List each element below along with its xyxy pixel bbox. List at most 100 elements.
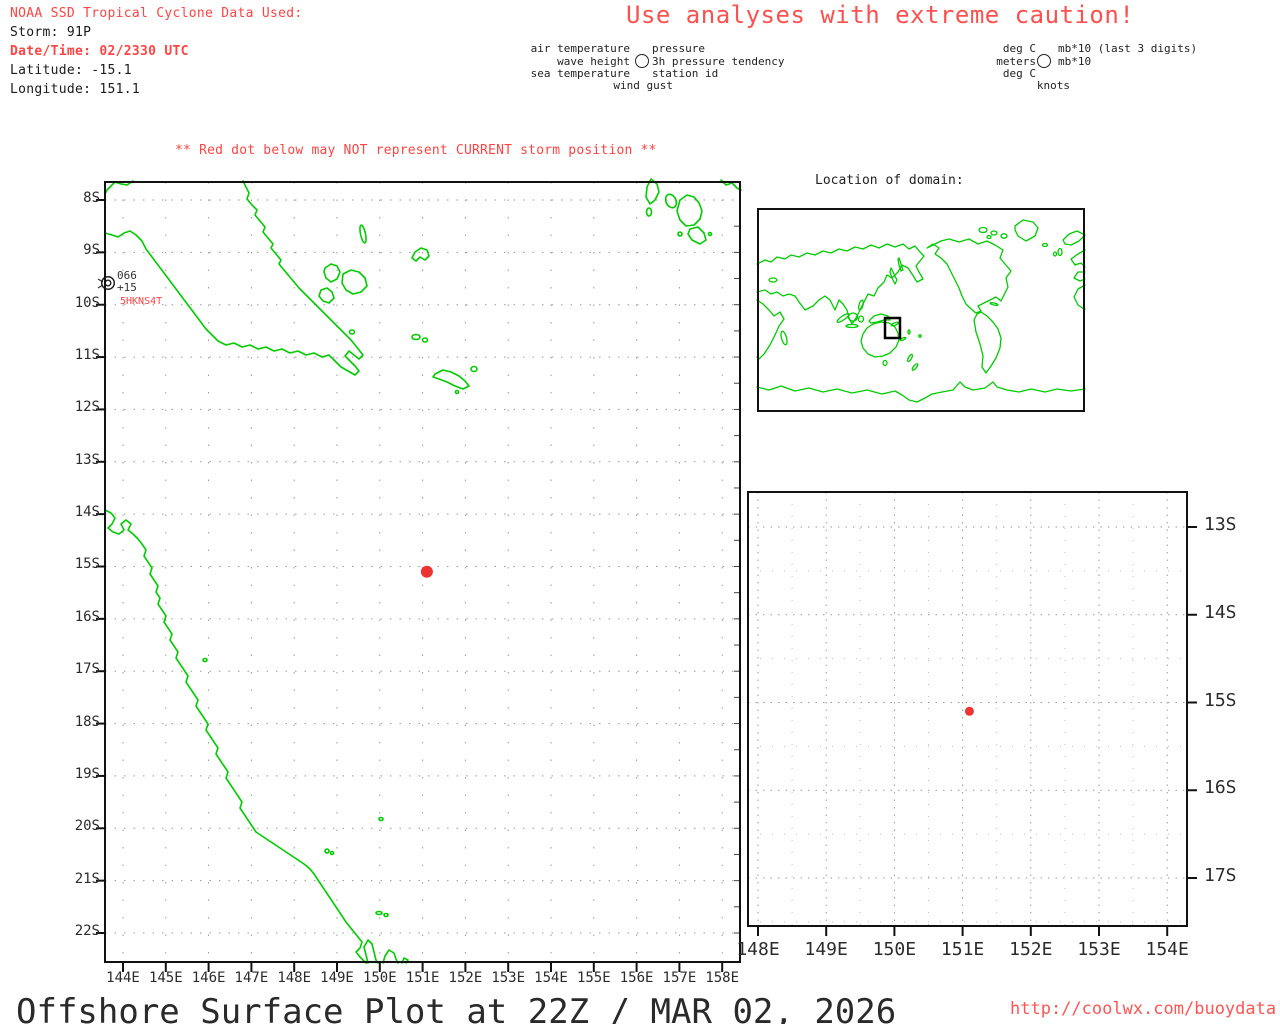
islet [378,816,384,822]
island-cuba [989,302,999,306]
domain-rectangle [883,316,902,340]
legend-sea-temperature: sea temperature [530,67,630,80]
units-deg-c-1: deg C [1002,42,1036,55]
coastline-queensland-bay [382,949,399,964]
main-lon-label: 154E [534,970,568,986]
main-lon-label: 148E [277,970,312,986]
coastline-iberia [1073,271,1086,282]
legend-air-temperature: air temperature [530,42,630,55]
island-borneo [847,312,859,322]
island [341,269,368,295]
main-lon-label: 147E [234,970,269,986]
arctic-island [990,230,998,236]
zoom-lat-label: 13S [1204,514,1237,535]
island-sulawesi [857,315,865,323]
inset-world-map [756,208,1086,412]
arctic-island [978,226,988,234]
main-lat-label: 19S [74,765,100,782]
storm-position-dot [420,565,433,578]
legend-station-id: station id [652,67,719,80]
main-lat-label: 12S [74,399,100,416]
main-lat-label: 11S [74,347,100,364]
main-lon-label: 151E [405,970,440,986]
zoom-lon-label: 148E [736,939,780,960]
main-lat-label: 8S [83,190,100,206]
zoom-lat-label: 14S [1204,601,1237,623]
island-iceland [1041,242,1049,248]
main-map: 066 +15 5HKNS4T [96,178,742,972]
inset-title: Location of domain: [815,173,964,188]
zoom-lon-label: 149E [804,939,848,960]
island-fiji [918,334,922,338]
main-lon-label: 149E [320,970,354,986]
source-url-link[interactable]: http://coolwx.com/buoydata [1010,999,1277,1019]
coastline-queensland [104,509,367,964]
zoom-lon-label: 154E [1145,939,1189,960]
island [454,389,460,395]
main-lat-label: 21S [74,870,100,887]
main-lat-label: 16S [74,608,100,625]
main-lon-label: 146E [191,970,226,986]
main-map-gridlines [105,182,740,962]
caution-headline: Use analyses with extreme caution! [626,1,1135,29]
island-madagascar [780,330,788,346]
main-lon-label: 155E [576,970,611,986]
islet [202,657,208,663]
storm-position-warning: ** Red dot below may NOT represent CURRE… [175,143,657,158]
main-lon-label: 145E [148,970,183,986]
island [323,263,341,283]
island-japan [889,267,898,285]
station-id-value: 5HKNS4T [120,296,162,307]
main-lat-label: 18S [74,713,100,730]
zoom-map [747,491,1197,936]
main-lon-label: 144E [106,970,140,986]
storm-position-dot [964,706,974,716]
zoom-map-gridlines [748,492,1187,926]
zoom-lat-label: 17S [1204,865,1237,886]
units-mb10: mb*10 [1058,55,1092,68]
main-lon-label: 150E [362,970,397,986]
coastline-png [104,180,364,376]
station-circle-icon [104,279,112,287]
main-map-border [104,181,741,963]
arctic-island [986,234,992,240]
island-chain-ne [677,231,683,237]
coastline-north-america [926,238,1012,314]
units-meters: meters [996,55,1036,68]
main-lat-label: 17S [74,661,100,678]
island [359,224,367,244]
zoom-lon-label: 151E [940,939,985,960]
island-chain-ne [687,226,707,245]
header-datetime-line: Date/Time: 02/2330 UTC [10,44,189,59]
zoom-lat-label: 16S [1204,777,1237,799]
main-lon-label: 158E [705,970,740,986]
zoom-lon-label: 153E [1077,939,1121,960]
coastline-antarctica [756,381,1086,403]
station-plot-5HKNS4T: 066 +15 5HKNS4T [97,269,162,307]
coastline-queensland-bay [363,939,379,964]
station-circle-icon [634,53,649,68]
units-knots: knots [1036,79,1070,92]
header-source-line: NOAA SSD Tropical Cyclone Data Used: [10,6,303,21]
main-lon-label: 156E [619,970,654,986]
island-new-guinea [868,313,891,324]
island [411,333,421,341]
main-lat-label: 13S [74,451,100,468]
island [348,329,356,335]
island-chain-ne [676,194,703,227]
zoom-map-ticks [757,526,1197,936]
main-lat-label: 20S [74,818,100,835]
coastline-australia [860,321,900,358]
station-pressure-value: 066 [117,269,137,282]
islet [375,910,383,916]
island-sumatra [836,313,850,323]
main-lon-label: 153E [491,970,526,986]
legend-wind-gust: wind gust [613,79,673,92]
islet [329,850,335,856]
coastline-south-america [973,311,1002,374]
island-chain-ne [664,193,678,209]
island-sakhalin [897,257,904,272]
island-ireland [1052,251,1058,257]
zoom-lon-label: 152E [1009,939,1053,960]
island [432,369,470,390]
